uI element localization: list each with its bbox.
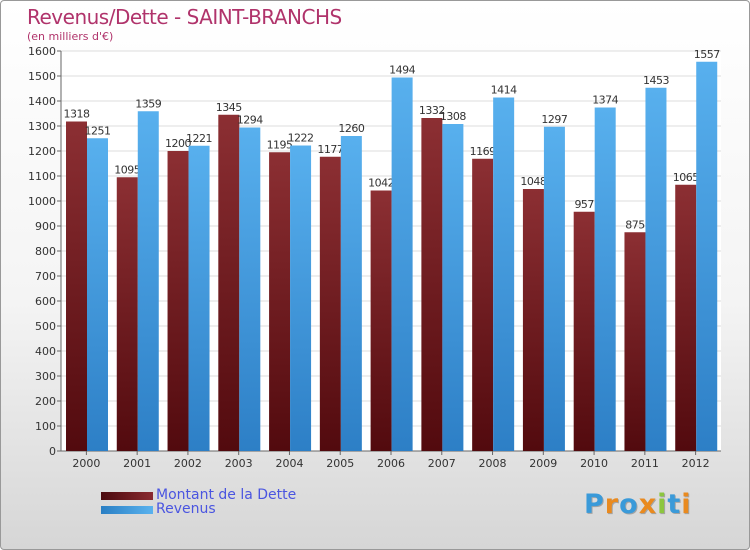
logo-letter: t: [667, 489, 682, 520]
data-label-revenus-2004: 1222: [288, 132, 314, 145]
y-tick-label: 100: [35, 420, 56, 433]
data-label-revenus-2003: 1294: [237, 114, 263, 127]
data-label-revenus-2000: 1251: [85, 124, 111, 137]
bar-revenus-2006: [391, 77, 413, 451]
data-label-revenus-2012: 1557: [694, 48, 720, 61]
bar-revenus-2005: [340, 136, 362, 451]
x-tick-label-2006: 2006: [377, 457, 405, 470]
data-label-dette-2009: 1048: [520, 175, 546, 188]
x-tick-label-2003: 2003: [225, 457, 253, 470]
data-label-revenus-2001: 1359: [135, 97, 161, 110]
data-label-revenus-2010: 1374: [592, 94, 618, 107]
bar-dette-2004: [269, 152, 291, 451]
legend-swatch-revenus: [101, 506, 153, 514]
y-tick-label: 400: [35, 345, 56, 358]
data-label-dette-2000: 1318: [64, 108, 90, 121]
legend-swatch-dette: [101, 492, 153, 500]
y-tick-label: 700: [35, 270, 56, 283]
y-tick-label: 1500: [28, 70, 56, 83]
data-label-revenus-2006: 1494: [389, 64, 415, 77]
bar-dette-2001: [116, 177, 138, 451]
bar-dette-2009: [522, 189, 544, 451]
data-label-dette-2002: 1200: [165, 137, 191, 150]
y-tick-label: 300: [35, 370, 56, 383]
data-label-dette-2012: 1065: [673, 171, 699, 184]
legend-label-dette: Montant de la Dette: [156, 487, 297, 503]
x-tick-label-2000: 2000: [72, 457, 100, 470]
data-label-dette-2004: 1195: [267, 138, 293, 151]
bar-revenus-2007: [442, 124, 464, 451]
x-tick-label-2005: 2005: [326, 457, 354, 470]
data-label-revenus-2008: 1414: [491, 84, 517, 97]
y-tick-label: 900: [35, 220, 56, 233]
chart-title: Revenus/Dette - SAINT-BRANCHS: [27, 5, 342, 29]
logo-letter: i: [657, 489, 668, 520]
data-label-dette-2006: 1042: [368, 177, 394, 190]
bar-dette-2005: [319, 156, 341, 451]
data-label-dette-2010: 957: [574, 198, 594, 211]
y-tick-label: 1300: [28, 120, 56, 133]
bar-dette-2003: [218, 114, 240, 451]
bar-revenus-2003: [239, 127, 261, 451]
x-tick-label-2001: 2001: [123, 457, 151, 470]
proxiti-logo: Proxiti: [584, 489, 692, 520]
chart-subtitle: (en milliers d'€): [27, 30, 114, 43]
bar-revenus-2011: [645, 87, 667, 451]
data-label-dette-2007: 1332: [419, 104, 445, 117]
bar-dette-2010: [573, 211, 595, 451]
y-tick-label: 800: [35, 245, 56, 258]
data-label-dette-2011: 875: [625, 218, 645, 231]
x-tick-label-2004: 2004: [275, 457, 303, 470]
y-tick-label: 200: [35, 395, 56, 408]
bar-revenus-2012: [696, 61, 718, 451]
logo-letter: i: [681, 489, 692, 520]
y-tick-label: 1100: [28, 170, 56, 183]
bar-revenus-2002: [188, 145, 210, 451]
bar-revenus-2004: [290, 145, 312, 451]
y-tick-label: 500: [35, 320, 56, 333]
bar-revenus-2010: [594, 107, 616, 451]
bar-revenus-2001: [137, 111, 159, 451]
bar-dette-2006: [370, 190, 392, 451]
y-tick-label: 1400: [28, 95, 56, 108]
data-label-revenus-2002: 1221: [186, 132, 212, 145]
y-tick-label: 1600: [28, 45, 56, 58]
bar-dette-2007: [421, 118, 443, 451]
logo-letter: P: [584, 489, 605, 520]
bar-revenus-2008: [493, 97, 515, 451]
bar-revenus-2009: [543, 126, 565, 451]
logo-letter: r: [604, 489, 620, 520]
x-tick-label-2002: 2002: [174, 457, 202, 470]
bar-dette-2008: [472, 158, 494, 451]
data-label-revenus-2007: 1308: [440, 110, 466, 123]
x-tick-label-2007: 2007: [428, 457, 456, 470]
data-label-dette-2005: 1177: [317, 143, 343, 156]
x-tick-label-2012: 2012: [682, 457, 710, 470]
x-tick-label-2010: 2010: [580, 457, 608, 470]
data-label-dette-2008: 1169: [470, 145, 496, 158]
logo-letter: o: [619, 489, 639, 520]
data-label-revenus-2005: 1260: [338, 122, 364, 135]
bar-dette-2012: [675, 184, 697, 451]
x-tick-label-2011: 2011: [631, 457, 659, 470]
data-label-revenus-2011: 1453: [643, 74, 669, 87]
legend-label-revenus: Revenus: [156, 501, 216, 517]
x-tick-label-2008: 2008: [479, 457, 507, 470]
bar-dette-2002: [167, 151, 189, 451]
x-tick-label-2009: 2009: [529, 457, 557, 470]
y-tick-label: 600: [35, 295, 56, 308]
bar-dette-2011: [624, 232, 646, 451]
bar-revenus-2000: [87, 138, 108, 451]
y-tick-label: 1200: [28, 145, 56, 158]
y-tick-label: 1000: [28, 195, 56, 208]
bar-dette-2000: [66, 121, 87, 451]
data-label-revenus-2009: 1297: [541, 113, 567, 126]
data-label-dette-2001: 1095: [114, 163, 140, 176]
data-label-dette-2003: 1345: [216, 101, 242, 114]
y-tick-label: 0: [49, 445, 56, 458]
logo-letter: x: [638, 489, 658, 520]
